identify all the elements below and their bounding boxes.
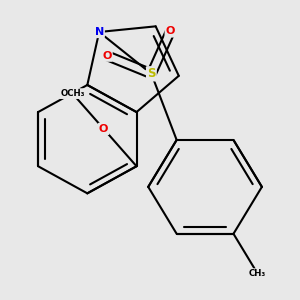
Text: OCH₃: OCH₃	[60, 89, 85, 98]
Text: N: N	[94, 27, 104, 37]
Text: CH₃: CH₃	[249, 269, 266, 278]
Text: S: S	[147, 67, 156, 80]
Text: O: O	[99, 124, 108, 134]
Text: O: O	[102, 51, 112, 61]
Text: O: O	[166, 26, 175, 36]
